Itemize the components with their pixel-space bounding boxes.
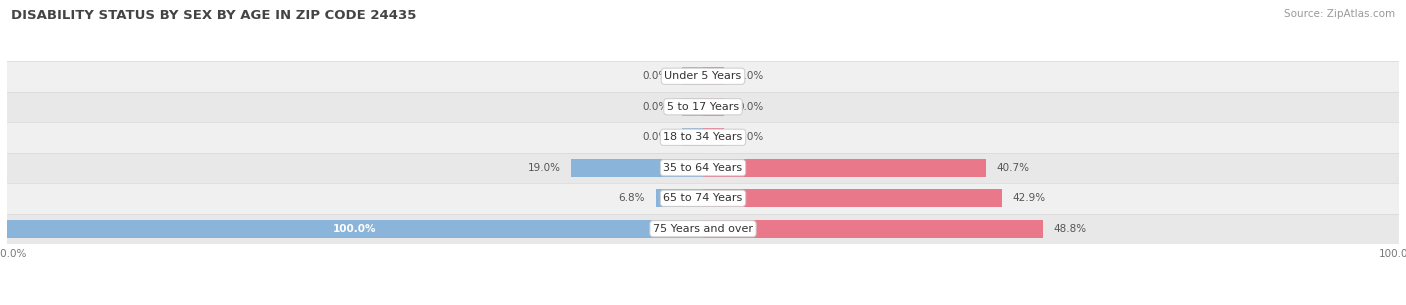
Bar: [682, 128, 703, 146]
Bar: [7, 61, 1399, 92]
Text: 75 Years and over: 75 Years and over: [652, 224, 754, 234]
Bar: [571, 159, 703, 177]
Text: 0.0%: 0.0%: [643, 71, 668, 81]
Text: 6.8%: 6.8%: [619, 193, 645, 203]
Text: 42.9%: 42.9%: [1012, 193, 1045, 203]
Text: Source: ZipAtlas.com: Source: ZipAtlas.com: [1284, 9, 1395, 19]
Bar: [655, 189, 703, 207]
Bar: [703, 128, 724, 146]
Bar: [682, 67, 703, 85]
Text: 19.0%: 19.0%: [527, 163, 561, 173]
Bar: [7, 92, 1399, 122]
Text: 65 to 74 Years: 65 to 74 Years: [664, 193, 742, 203]
Text: 0.0%: 0.0%: [738, 132, 763, 142]
Bar: [7, 152, 1399, 183]
Bar: [682, 98, 703, 116]
Bar: [703, 189, 1001, 207]
Bar: [7, 220, 703, 238]
Text: 0.0%: 0.0%: [738, 71, 763, 81]
Text: 0.0%: 0.0%: [643, 132, 668, 142]
Bar: [7, 183, 1399, 214]
Text: DISABILITY STATUS BY SEX BY AGE IN ZIP CODE 24435: DISABILITY STATUS BY SEX BY AGE IN ZIP C…: [11, 9, 416, 22]
Text: 40.7%: 40.7%: [997, 163, 1029, 173]
Text: 0.0%: 0.0%: [738, 102, 763, 112]
Text: 0.0%: 0.0%: [643, 102, 668, 112]
Text: 35 to 64 Years: 35 to 64 Years: [664, 163, 742, 173]
Bar: [7, 214, 1399, 244]
Bar: [703, 220, 1043, 238]
Text: 18 to 34 Years: 18 to 34 Years: [664, 132, 742, 142]
Bar: [703, 159, 986, 177]
Text: 48.8%: 48.8%: [1053, 224, 1087, 234]
Text: 100.0%: 100.0%: [333, 224, 377, 234]
Bar: [703, 67, 724, 85]
Text: Under 5 Years: Under 5 Years: [665, 71, 741, 81]
Text: 5 to 17 Years: 5 to 17 Years: [666, 102, 740, 112]
Bar: [703, 98, 724, 116]
Bar: [7, 122, 1399, 152]
